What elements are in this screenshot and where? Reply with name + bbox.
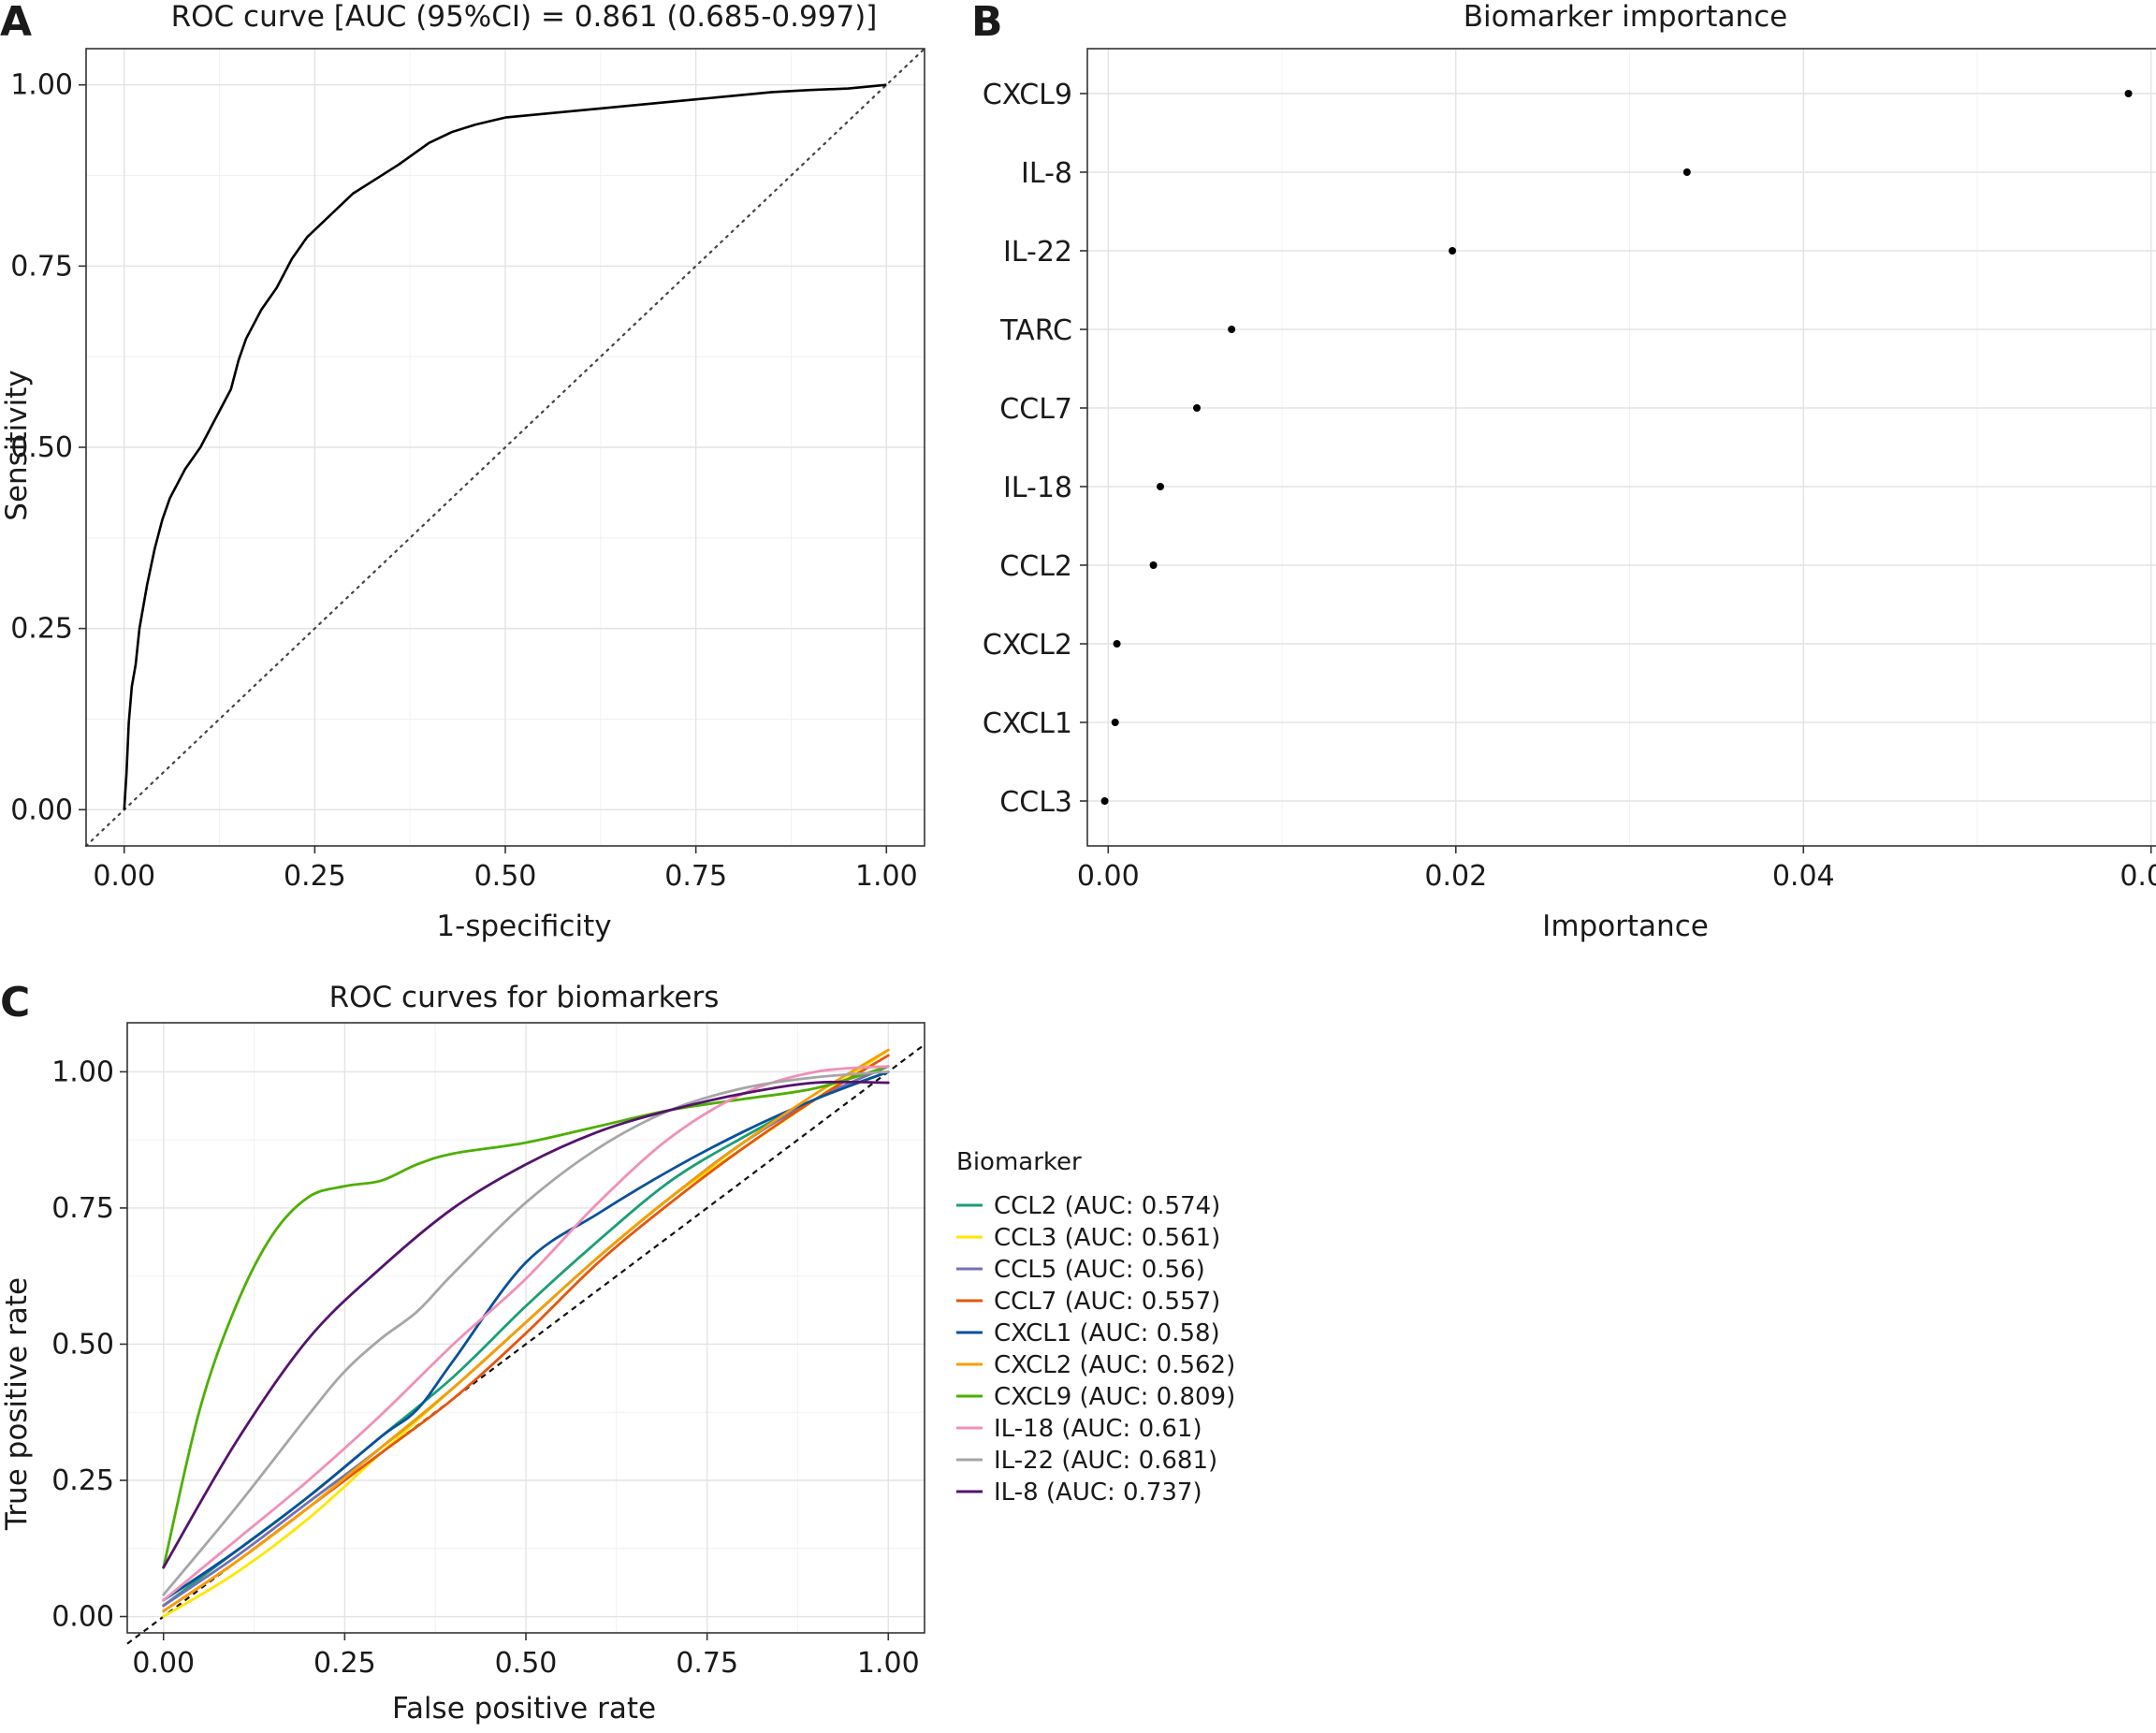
panel-a-xtick-label: 0.75 — [664, 860, 727, 893]
panel-a-reference-diagonal — [84, 47, 926, 848]
panel-b-point-cxcl1 — [1111, 719, 1119, 726]
panel-b-xtick-label: 0.06 — [2120, 860, 2156, 893]
panel-c-ytick-label: 1.00 — [51, 1056, 114, 1088]
panel-c-curve-il-8 — [162, 1080, 890, 1569]
panel-b-point-il-18 — [1157, 483, 1165, 490]
panel-b-importance: Biomarker importance Importance 0.00 0.02… — [983, 0, 2156, 943]
panel-b-category-label: CXCL1 — [983, 707, 1072, 740]
panel-a-title: ROC curve [AUC (95%CI) = 0.861 (0.685-0.… — [171, 0, 878, 34]
panel-b-category-label: IL-22 — [1003, 236, 1072, 269]
panel-a-xtick-label: 0.50 — [474, 860, 537, 893]
panel-c-frame — [126, 1022, 925, 1634]
panel-b-xlabel: Importance — [1542, 910, 1709, 943]
legend-label-cxcl1: CXCL1 (AUC: 0.58) — [994, 1319, 1220, 1347]
panel-c-curve-il-18 — [162, 1065, 890, 1602]
panel-letter-b: B — [971, 0, 1003, 46]
panel-a-ylabel: Sensitivity — [0, 370, 34, 520]
panel-b-category-label: CXCL2 — [983, 629, 1072, 662]
panel-b-point-ccl3 — [1100, 797, 1109, 805]
legend-title: Biomarker — [956, 1148, 1082, 1176]
panel-a-ytick-label: 1.00 — [10, 69, 73, 102]
panel-b-point-tarc — [1228, 326, 1236, 333]
legend-label-ccl7: CCL7 (AUC: 0.557) — [994, 1288, 1220, 1316]
panel-c-legend: Biomarker CCL2 (AUC: 0.574) CCL3 (AUC: 0.… — [956, 1148, 1235, 1507]
panel-b-category-label: TARC — [999, 314, 1072, 347]
panel-c-xtick-label: 0.75 — [676, 1647, 738, 1680]
panel-c-curve-il-22 — [162, 1070, 890, 1596]
panel-a-frame — [85, 48, 925, 847]
panel-c-ytick-label: 0.50 — [51, 1328, 114, 1361]
legend-label-il-18: IL-18 (AUC: 0.61) — [994, 1415, 1202, 1443]
panel-b-category-label: CCL2 — [999, 550, 1072, 583]
panel-a-ytick-label: 0.00 — [10, 794, 73, 826]
panel-c-xtick-label: 0.00 — [132, 1647, 195, 1680]
panel-b-point-ccl7 — [1193, 404, 1202, 412]
panel-c-curve-cxcl1 — [162, 1070, 890, 1602]
panel-b-category-label: CXCL9 — [983, 79, 1072, 111]
panel-b-frame — [1086, 48, 2156, 847]
panel-letter-c: C — [0, 979, 30, 1027]
panel-c-curve-cxcl9 — [162, 1065, 890, 1569]
legend-label-il-8: IL-8 (AUC: 0.737) — [994, 1478, 1202, 1507]
panel-c-xtick-label: 0.25 — [313, 1647, 376, 1680]
panel-b-point-cxcl9 — [2124, 90, 2133, 97]
panel-letter-a: A — [0, 0, 32, 46]
legend-label-il-22: IL-22 (AUC: 0.681) — [994, 1447, 1217, 1475]
panel-b-point-il-22 — [1449, 247, 1457, 255]
panel-b-category-label: CCL3 — [999, 786, 1072, 819]
panel-b-category-label: IL-18 — [1003, 472, 1072, 504]
panel-c-biomarker-rocs: ROC curves for biomarkers False positive… — [0, 981, 1235, 1726]
panel-b-category-label: IL-8 — [1021, 157, 1072, 190]
panel-c-ytick-label: 0.75 — [51, 1192, 114, 1225]
panel-b-xtick-label: 0.02 — [1424, 860, 1487, 893]
panel-c-curve-cxcl2 — [162, 1048, 890, 1613]
panel-c-ylabel: True positive rate — [0, 1277, 34, 1531]
panel-c-xtick-label: 1.00 — [857, 1647, 920, 1680]
panel-b-point-ccl2 — [1149, 561, 1158, 569]
panel-b-title: Biomarker importance — [1464, 0, 1787, 34]
legend-label-ccl3: CCL3 (AUC: 0.561) — [994, 1224, 1220, 1252]
panel-a-roc-curve: ROC curve [AUC (95%CI) = 0.861 (0.685-0.… — [0, 0, 926, 943]
panel-a-xtick-label: 0.00 — [93, 860, 155, 893]
panel-b-category-label: CCL7 — [999, 393, 1072, 426]
panel-b-point-il-8 — [1683, 168, 1691, 176]
legend-label-ccl2: CCL2 (AUC: 0.574) — [994, 1192, 1220, 1220]
panel-a-ytick-label: 0.25 — [10, 613, 73, 646]
panel-b-point-cxcl2 — [1113, 640, 1121, 648]
panel-c-ytick-label: 0.25 — [51, 1464, 114, 1497]
panel-b-xtick-label: 0.04 — [1772, 860, 1835, 893]
panel-c-ytick-label: 0.00 — [51, 1601, 114, 1634]
panel-a-xtick-label: 0.25 — [284, 860, 346, 893]
panel-a-roc-line — [123, 83, 887, 810]
panel-a-ytick-label: 0.75 — [10, 250, 73, 283]
legend-label-ccl5: CCL5 (AUC: 0.56) — [994, 1256, 1205, 1284]
panel-c-xlabel: False positive rate — [392, 1692, 656, 1726]
legend-label-cxcl2: CXCL2 (AUC: 0.562) — [994, 1351, 1235, 1379]
panel-a-xlabel: 1-specificity — [436, 910, 611, 943]
panel-a-xtick-label: 1.00 — [855, 860, 918, 893]
legend-label-cxcl9: CXCL9 (AUC: 0.809) — [994, 1383, 1235, 1411]
panel-a-ytick-label: 0.50 — [10, 431, 73, 464]
panel-c-xtick-label: 0.50 — [495, 1647, 558, 1680]
panel-b-xtick-label: 0.00 — [1077, 860, 1140, 893]
panel-c-title: ROC curves for biomarkers — [329, 981, 720, 1014]
